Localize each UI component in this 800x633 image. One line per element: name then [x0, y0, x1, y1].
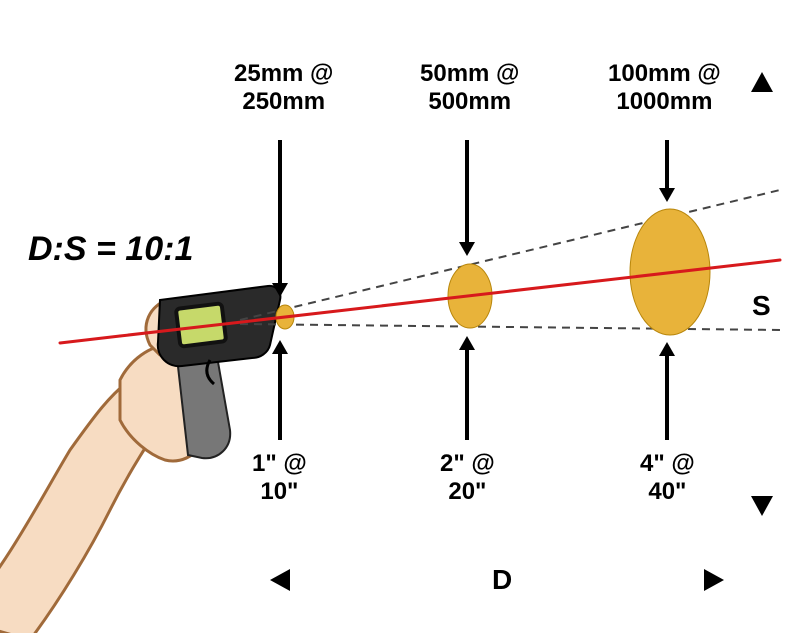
hand-and-gun: [0, 286, 280, 633]
s-marker-down: [751, 496, 773, 516]
s-marker-up: [751, 72, 773, 92]
diagram-svg: [0, 0, 800, 633]
spot2-top-arrow-head: [459, 242, 475, 256]
spot3-bot-arrow-head: [659, 342, 675, 356]
d-marker-right: [704, 569, 724, 591]
spot3-top-arrow-head: [659, 188, 675, 202]
diagram-stage: D:S = 10:1 D S 25mm @250mm 1" @10" 50mm …: [0, 0, 800, 633]
spot1-bot-arrow-head: [272, 340, 288, 354]
d-marker-left: [270, 569, 290, 591]
cone-bottom: [240, 324, 780, 330]
laser-beam-tail: [60, 336, 120, 343]
spot2-bot-arrow-head: [459, 336, 475, 350]
